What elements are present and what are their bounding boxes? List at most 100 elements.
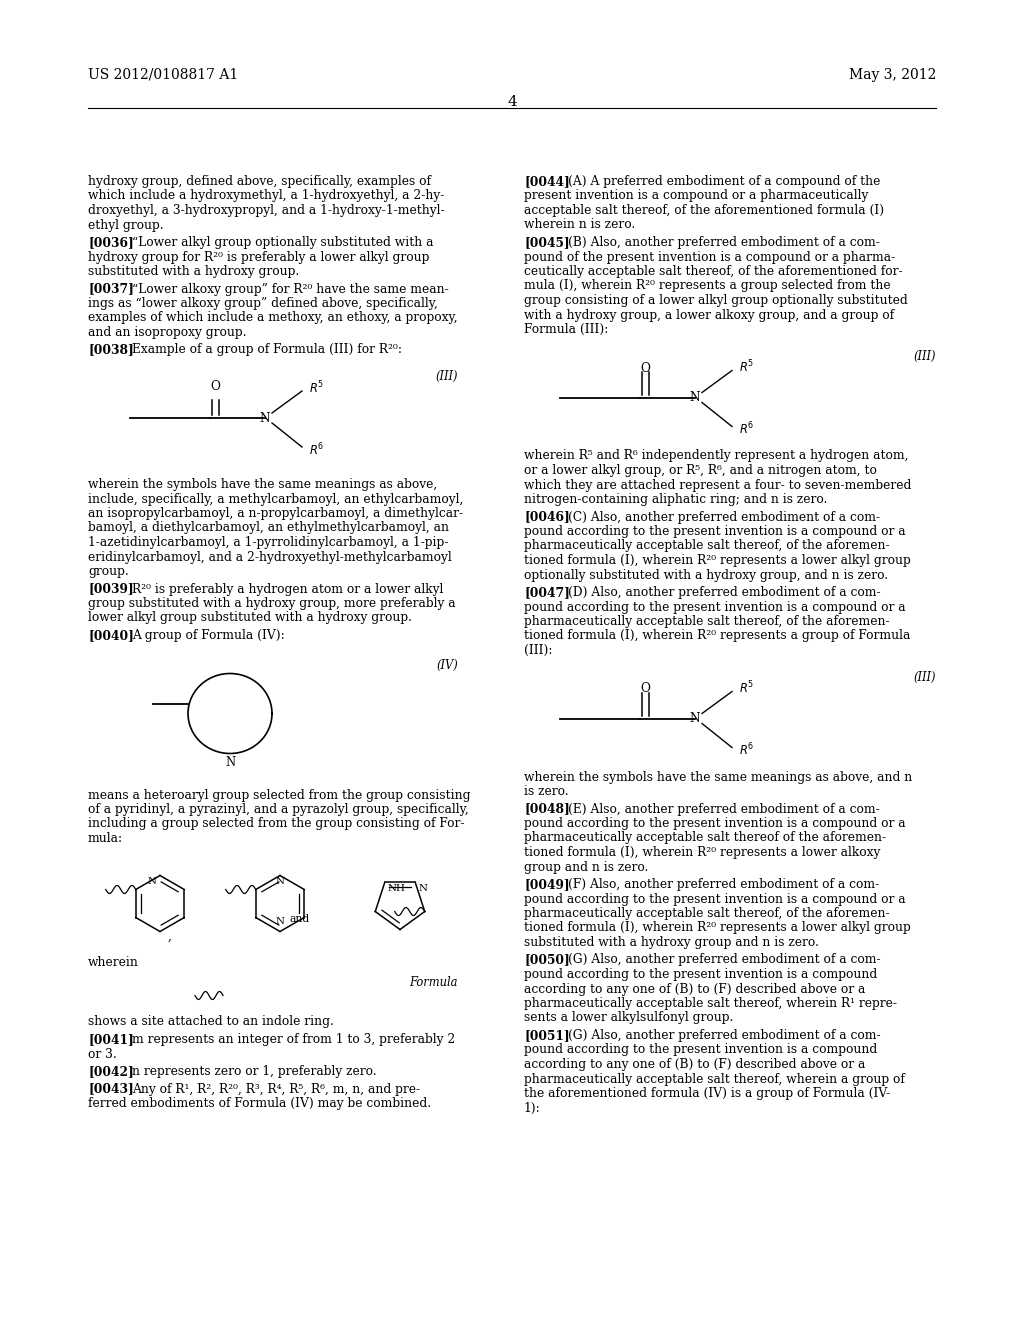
Text: (III): (III) <box>435 370 458 383</box>
Text: N: N <box>225 755 236 768</box>
Text: 1):: 1): <box>524 1101 541 1114</box>
Text: according to any one of (B) to (F) described above or a: according to any one of (B) to (F) descr… <box>524 982 865 995</box>
Text: [0051]: [0051] <box>524 1030 569 1041</box>
Text: N: N <box>275 878 285 887</box>
Text: (IV): (IV) <box>436 659 458 672</box>
Text: m represents an integer of from 1 to 3, preferably 2: m represents an integer of from 1 to 3, … <box>132 1034 456 1045</box>
Text: [0042]: [0042] <box>88 1065 134 1078</box>
Text: droxyethyl, a 3-hydroxypropyl, and a 1-hydroxy-1-methyl-: droxyethyl, a 3-hydroxypropyl, and a 1-h… <box>88 205 444 216</box>
Text: with a hydroxy group, a lower alkoxy group, and a group of: with a hydroxy group, a lower alkoxy gro… <box>524 309 894 322</box>
Text: nitrogen-containing aliphatic ring; and n is zero.: nitrogen-containing aliphatic ring; and … <box>524 492 827 506</box>
Text: (A) A preferred embodiment of a compound of the: (A) A preferred embodiment of a compound… <box>568 176 881 187</box>
Text: wherein the symbols have the same meanings as above,: wherein the symbols have the same meanin… <box>88 478 437 491</box>
Text: $R^6$: $R^6$ <box>739 742 755 759</box>
Text: an isopropylcarbamoyl, a n-propylcarbamoyl, a dimethylcar-: an isopropylcarbamoyl, a n-propylcarbamo… <box>88 507 463 520</box>
Text: 1-azetidinylcarbamoyl, a 1-pyrrolidinylcarbamoyl, a 1-pip-: 1-azetidinylcarbamoyl, a 1-pyrrolidinylc… <box>88 536 449 549</box>
Text: substituted with a hydroxy group and n is zero.: substituted with a hydroxy group and n i… <box>524 936 819 949</box>
Text: [0049]: [0049] <box>524 878 569 891</box>
Text: [0036]: [0036] <box>88 236 134 249</box>
Text: [0045]: [0045] <box>524 236 569 249</box>
Text: US 2012/0108817 A1: US 2012/0108817 A1 <box>88 69 239 82</box>
Text: ,: , <box>168 929 172 942</box>
Text: acceptable salt thereof, of the aforementioned formula (I): acceptable salt thereof, of the aforemen… <box>524 205 884 216</box>
Text: wherein: wherein <box>88 957 139 969</box>
Text: (G) Also, another preferred embodiment of a com-: (G) Also, another preferred embodiment o… <box>568 953 881 966</box>
Text: n represents zero or 1, preferably zero.: n represents zero or 1, preferably zero. <box>132 1065 377 1078</box>
Text: wherein R⁵ and R⁶ independently represent a hydrogen atom,: wherein R⁵ and R⁶ independently represen… <box>524 450 908 462</box>
Text: O: O <box>640 682 650 696</box>
Text: pharmaceutically acceptable salt thereof, wherein R¹ repre-: pharmaceutically acceptable salt thereof… <box>524 997 897 1010</box>
Text: hydroxy group, defined above, specifically, examples of: hydroxy group, defined above, specifical… <box>88 176 431 187</box>
Text: [0039]: [0039] <box>88 582 133 595</box>
Text: pharmaceutically acceptable salt thereof, of the aforemen-: pharmaceutically acceptable salt thereof… <box>524 540 890 553</box>
Text: pound according to the present invention is a compound: pound according to the present invention… <box>524 968 878 981</box>
Text: N: N <box>147 878 156 887</box>
Text: ings as “lower alkoxy group” defined above, specifically,: ings as “lower alkoxy group” defined abo… <box>88 297 438 310</box>
Text: including a group selected from the group consisting of For-: including a group selected from the grou… <box>88 817 465 830</box>
Text: bamoyl, a diethylcarbamoyl, an ethylmethylcarbamoyl, an: bamoyl, a diethylcarbamoyl, an ethylmeth… <box>88 521 449 535</box>
Text: A group of Formula (IV):: A group of Formula (IV): <box>132 630 285 642</box>
Text: mula:: mula: <box>88 832 123 845</box>
Text: Any of R¹, R², R²⁰, R³, R⁴, R⁵, R⁶, m, n, and pre-: Any of R¹, R², R²⁰, R³, R⁴, R⁵, R⁶, m, n… <box>132 1082 420 1096</box>
Text: N: N <box>690 391 700 404</box>
Text: include, specifically, a methylcarbamoyl, an ethylcarbamoyl,: include, specifically, a methylcarbamoyl… <box>88 492 464 506</box>
Text: ceutically acceptable salt thereof, of the aforementioned for-: ceutically acceptable salt thereof, of t… <box>524 265 902 279</box>
Text: means a heteroaryl group selected from the group consisting: means a heteroaryl group selected from t… <box>88 788 470 801</box>
Text: [0040]: [0040] <box>88 630 134 642</box>
Text: Example of a group of Formula (III) for R²⁰:: Example of a group of Formula (III) for … <box>132 343 402 356</box>
Text: according to any one of (B) to (F) described above or a: according to any one of (B) to (F) descr… <box>524 1059 865 1071</box>
Text: which include a hydroxymethyl, a 1-hydroxyethyl, a 2-hy-: which include a hydroxymethyl, a 1-hydro… <box>88 190 444 202</box>
Text: Formula (III):: Formula (III): <box>524 323 608 337</box>
Text: (G) Also, another preferred embodiment of a com-: (G) Also, another preferred embodiment o… <box>568 1030 881 1041</box>
Text: or 3.: or 3. <box>88 1048 117 1060</box>
Text: [0047]: [0047] <box>524 586 570 599</box>
Text: (III):: (III): <box>524 644 553 657</box>
Text: wherein the symbols have the same meanings as above, and n: wherein the symbols have the same meanin… <box>524 771 912 784</box>
Text: [0046]: [0046] <box>524 511 569 524</box>
Text: pharmaceutically acceptable salt thereof, of the aforemen-: pharmaceutically acceptable salt thereof… <box>524 615 890 628</box>
Text: (C) Also, another preferred embodiment of a com-: (C) Also, another preferred embodiment o… <box>568 511 880 524</box>
Text: pound of the present invention is a compound or a pharma-: pound of the present invention is a comp… <box>524 251 895 264</box>
Text: N: N <box>418 884 427 894</box>
Text: O: O <box>210 380 220 393</box>
Text: tioned formula (I), wherein R²⁰ represents a lower alkoxy: tioned formula (I), wherein R²⁰ represen… <box>524 846 881 859</box>
Text: R²⁰ is preferably a hydrogen atom or a lower alkyl: R²⁰ is preferably a hydrogen atom or a l… <box>132 582 443 595</box>
Text: pharmaceutically acceptable salt thereof of the aforemen-: pharmaceutically acceptable salt thereof… <box>524 832 886 845</box>
Text: tioned formula (I), wherein R²⁰ represents a group of Formula: tioned formula (I), wherein R²⁰ represen… <box>524 630 910 643</box>
Text: [0038]: [0038] <box>88 343 134 356</box>
Text: group substituted with a hydroxy group, more preferably a: group substituted with a hydroxy group, … <box>88 597 456 610</box>
Text: optionally substituted with a hydroxy group, and n is zero.: optionally substituted with a hydroxy gr… <box>524 569 888 582</box>
Text: 4: 4 <box>507 95 517 110</box>
Text: sents a lower alkylsulfonyl group.: sents a lower alkylsulfonyl group. <box>524 1011 733 1024</box>
Text: and an isopropoxy group.: and an isopropoxy group. <box>88 326 247 339</box>
Text: [0037]: [0037] <box>88 282 134 296</box>
Text: N: N <box>690 711 700 725</box>
Text: (B) Also, another preferred embodiment of a com-: (B) Also, another preferred embodiment o… <box>568 236 880 249</box>
Text: pound according to the present invention is a compound or a: pound according to the present invention… <box>524 525 905 539</box>
Text: ferred embodiments of Formula (IV) may be combined.: ferred embodiments of Formula (IV) may b… <box>88 1097 431 1110</box>
Text: NH: NH <box>388 884 406 894</box>
Text: of a pyridinyl, a pyrazinyl, and a pyrazolyl group, specifically,: of a pyridinyl, a pyrazinyl, and a pyraz… <box>88 803 469 816</box>
Text: Formula: Formula <box>410 975 458 989</box>
Text: pharmaceutically acceptable salt thereof, wherein a group of: pharmaceutically acceptable salt thereof… <box>524 1072 905 1085</box>
Text: and: and <box>290 915 310 924</box>
Text: shows a site attached to an indole ring.: shows a site attached to an indole ring. <box>88 1015 334 1028</box>
Text: is zero.: is zero. <box>524 785 568 799</box>
Text: present invention is a compound or a pharmaceutically: present invention is a compound or a pha… <box>524 190 868 202</box>
Text: $R^6$: $R^6$ <box>739 421 755 438</box>
Text: wherein n is zero.: wherein n is zero. <box>524 219 635 231</box>
Text: O: O <box>640 362 650 375</box>
Text: N: N <box>260 412 270 425</box>
Text: $R^5$: $R^5$ <box>739 359 755 376</box>
Text: [0050]: [0050] <box>524 953 569 966</box>
Text: lower alkyl group substituted with a hydroxy group.: lower alkyl group substituted with a hyd… <box>88 611 412 624</box>
Text: pound according to the present invention is a compound or a: pound according to the present invention… <box>524 892 905 906</box>
Text: tioned formula (I), wherein R²⁰ represents a lower alkyl group: tioned formula (I), wherein R²⁰ represen… <box>524 554 910 568</box>
Text: which they are attached represent a four- to seven-membered: which they are attached represent a four… <box>524 479 911 491</box>
Text: (III): (III) <box>913 350 936 363</box>
Text: $R^5$: $R^5$ <box>309 380 325 396</box>
Text: “Lower alkoxy group” for R²⁰ have the same mean-: “Lower alkoxy group” for R²⁰ have the sa… <box>132 282 449 296</box>
Text: pharmaceutically acceptable salt thereof, of the aforemen-: pharmaceutically acceptable salt thereof… <box>524 907 890 920</box>
Text: pound according to the present invention is a compound or a: pound according to the present invention… <box>524 601 905 614</box>
Text: $R^6$: $R^6$ <box>309 442 325 458</box>
